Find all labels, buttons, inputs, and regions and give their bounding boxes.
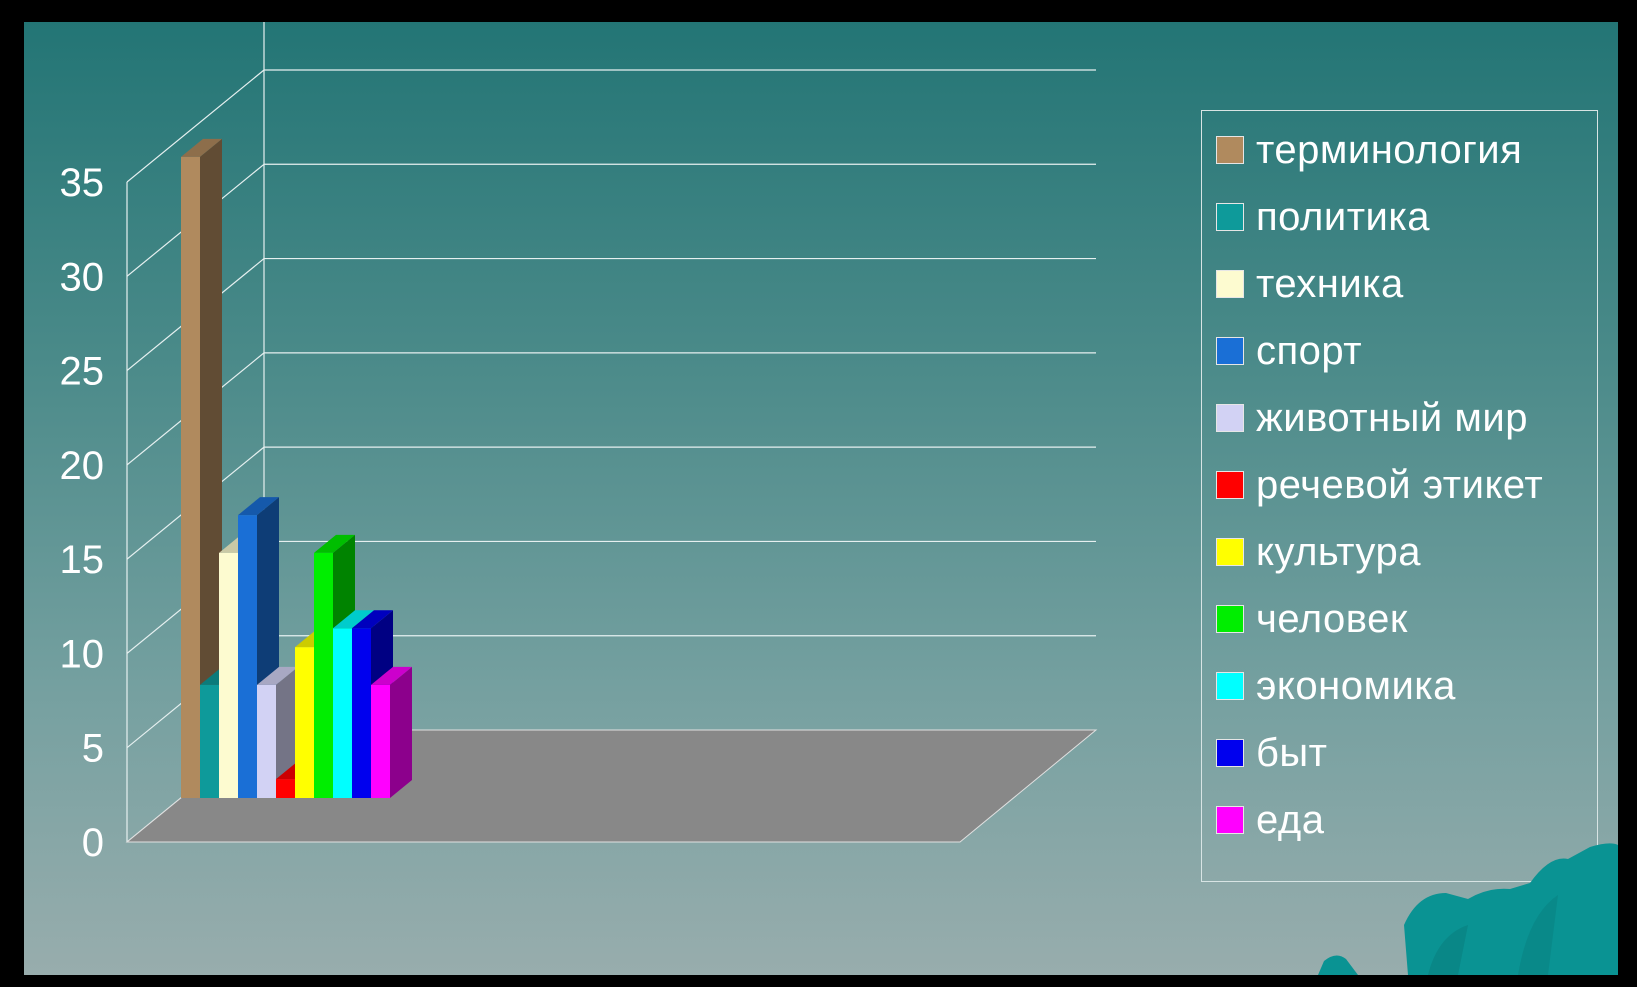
legend-swatch: [1216, 270, 1244, 298]
legend-item: спорт: [1216, 328, 1596, 374]
bar-front: [352, 628, 371, 798]
bar-front: [371, 684, 390, 798]
legend-item: еда: [1216, 797, 1596, 843]
legend-item: техника: [1216, 261, 1596, 307]
legend-item: культура: [1216, 529, 1596, 575]
bar-top: [352, 610, 393, 629]
bar-top: [314, 534, 355, 553]
bar-side: [390, 666, 412, 798]
legend-item: быт: [1216, 730, 1596, 776]
bar-top: [181, 138, 222, 157]
y-tick-label: 15: [60, 538, 105, 582]
legend-label: техника: [1256, 261, 1404, 306]
legend: терминология политика техника спорт животный…: [1201, 110, 1598, 882]
legend-label: еда: [1256, 797, 1325, 842]
y-axis-ticks: 0 5 10 15 20 25 30 35: [60, 161, 105, 865]
gridlines: [126, 22, 1096, 843]
bar-side: [276, 666, 298, 798]
legend-label: политика: [1256, 194, 1430, 239]
chart-panel: 0 5 10 15 20 25 30 35 терминология политика техни…: [24, 22, 1618, 975]
legend-swatch: [1216, 471, 1244, 499]
bar-front: [238, 515, 257, 798]
y-tick-label: 10: [60, 632, 105, 676]
y-tick-label: 25: [60, 350, 105, 394]
gridline-side: [126, 69, 265, 183]
legend-label: терминология: [1256, 127, 1523, 172]
legend-label: культура: [1256, 529, 1421, 574]
legend-item: животный мир: [1216, 395, 1596, 441]
y-tick-label: 5: [82, 727, 104, 771]
bar: [257, 666, 298, 798]
legend-swatch: [1216, 337, 1244, 365]
bar-front: [295, 647, 314, 798]
bar-top: [333, 610, 374, 629]
legend-label: быт: [1256, 730, 1328, 775]
bar-front: [333, 628, 352, 798]
legend-swatch: [1216, 605, 1244, 633]
legend-label: человек: [1256, 596, 1408, 641]
legend-item: экономика: [1216, 663, 1596, 709]
legend-label: речевой этикет: [1256, 462, 1544, 507]
legend-swatch: [1216, 203, 1244, 231]
legend-swatch: [1216, 806, 1244, 834]
bar-side: [200, 138, 222, 798]
decorative-landscape-shape: [1318, 843, 1618, 975]
bar-top: [238, 497, 279, 516]
legend-item: политика: [1216, 194, 1596, 240]
bar-top: [257, 666, 298, 685]
legend-item: человек: [1216, 596, 1596, 642]
bar-top: [371, 666, 412, 685]
legend-item: терминология: [1216, 127, 1596, 173]
bar-front: [314, 552, 333, 798]
bar: [371, 666, 412, 798]
legend-swatch: [1216, 739, 1244, 767]
bars: [181, 138, 412, 798]
bar-front: [181, 156, 200, 798]
legend-label: спорт: [1256, 328, 1363, 373]
y-tick-label: 20: [60, 444, 105, 488]
bar-front: [257, 684, 276, 798]
bar: [181, 138, 222, 798]
y-tick-label: 30: [60, 255, 105, 299]
bar-chart-3d: 0 5 10 15 20 25 30 35: [60, 22, 1098, 865]
legend-item: речевой этикет: [1216, 462, 1596, 508]
bar-front: [276, 779, 295, 798]
bar-front: [219, 552, 238, 798]
legend-swatch: [1216, 672, 1244, 700]
legend-label: животный мир: [1256, 395, 1528, 440]
legend-swatch: [1216, 538, 1244, 566]
bar-front: [200, 684, 219, 798]
y-tick-label: 35: [60, 161, 105, 205]
legend-label: экономика: [1256, 663, 1456, 708]
legend-swatch: [1216, 404, 1244, 432]
legend-swatch: [1216, 136, 1244, 164]
y-tick-label: 0: [82, 821, 104, 865]
